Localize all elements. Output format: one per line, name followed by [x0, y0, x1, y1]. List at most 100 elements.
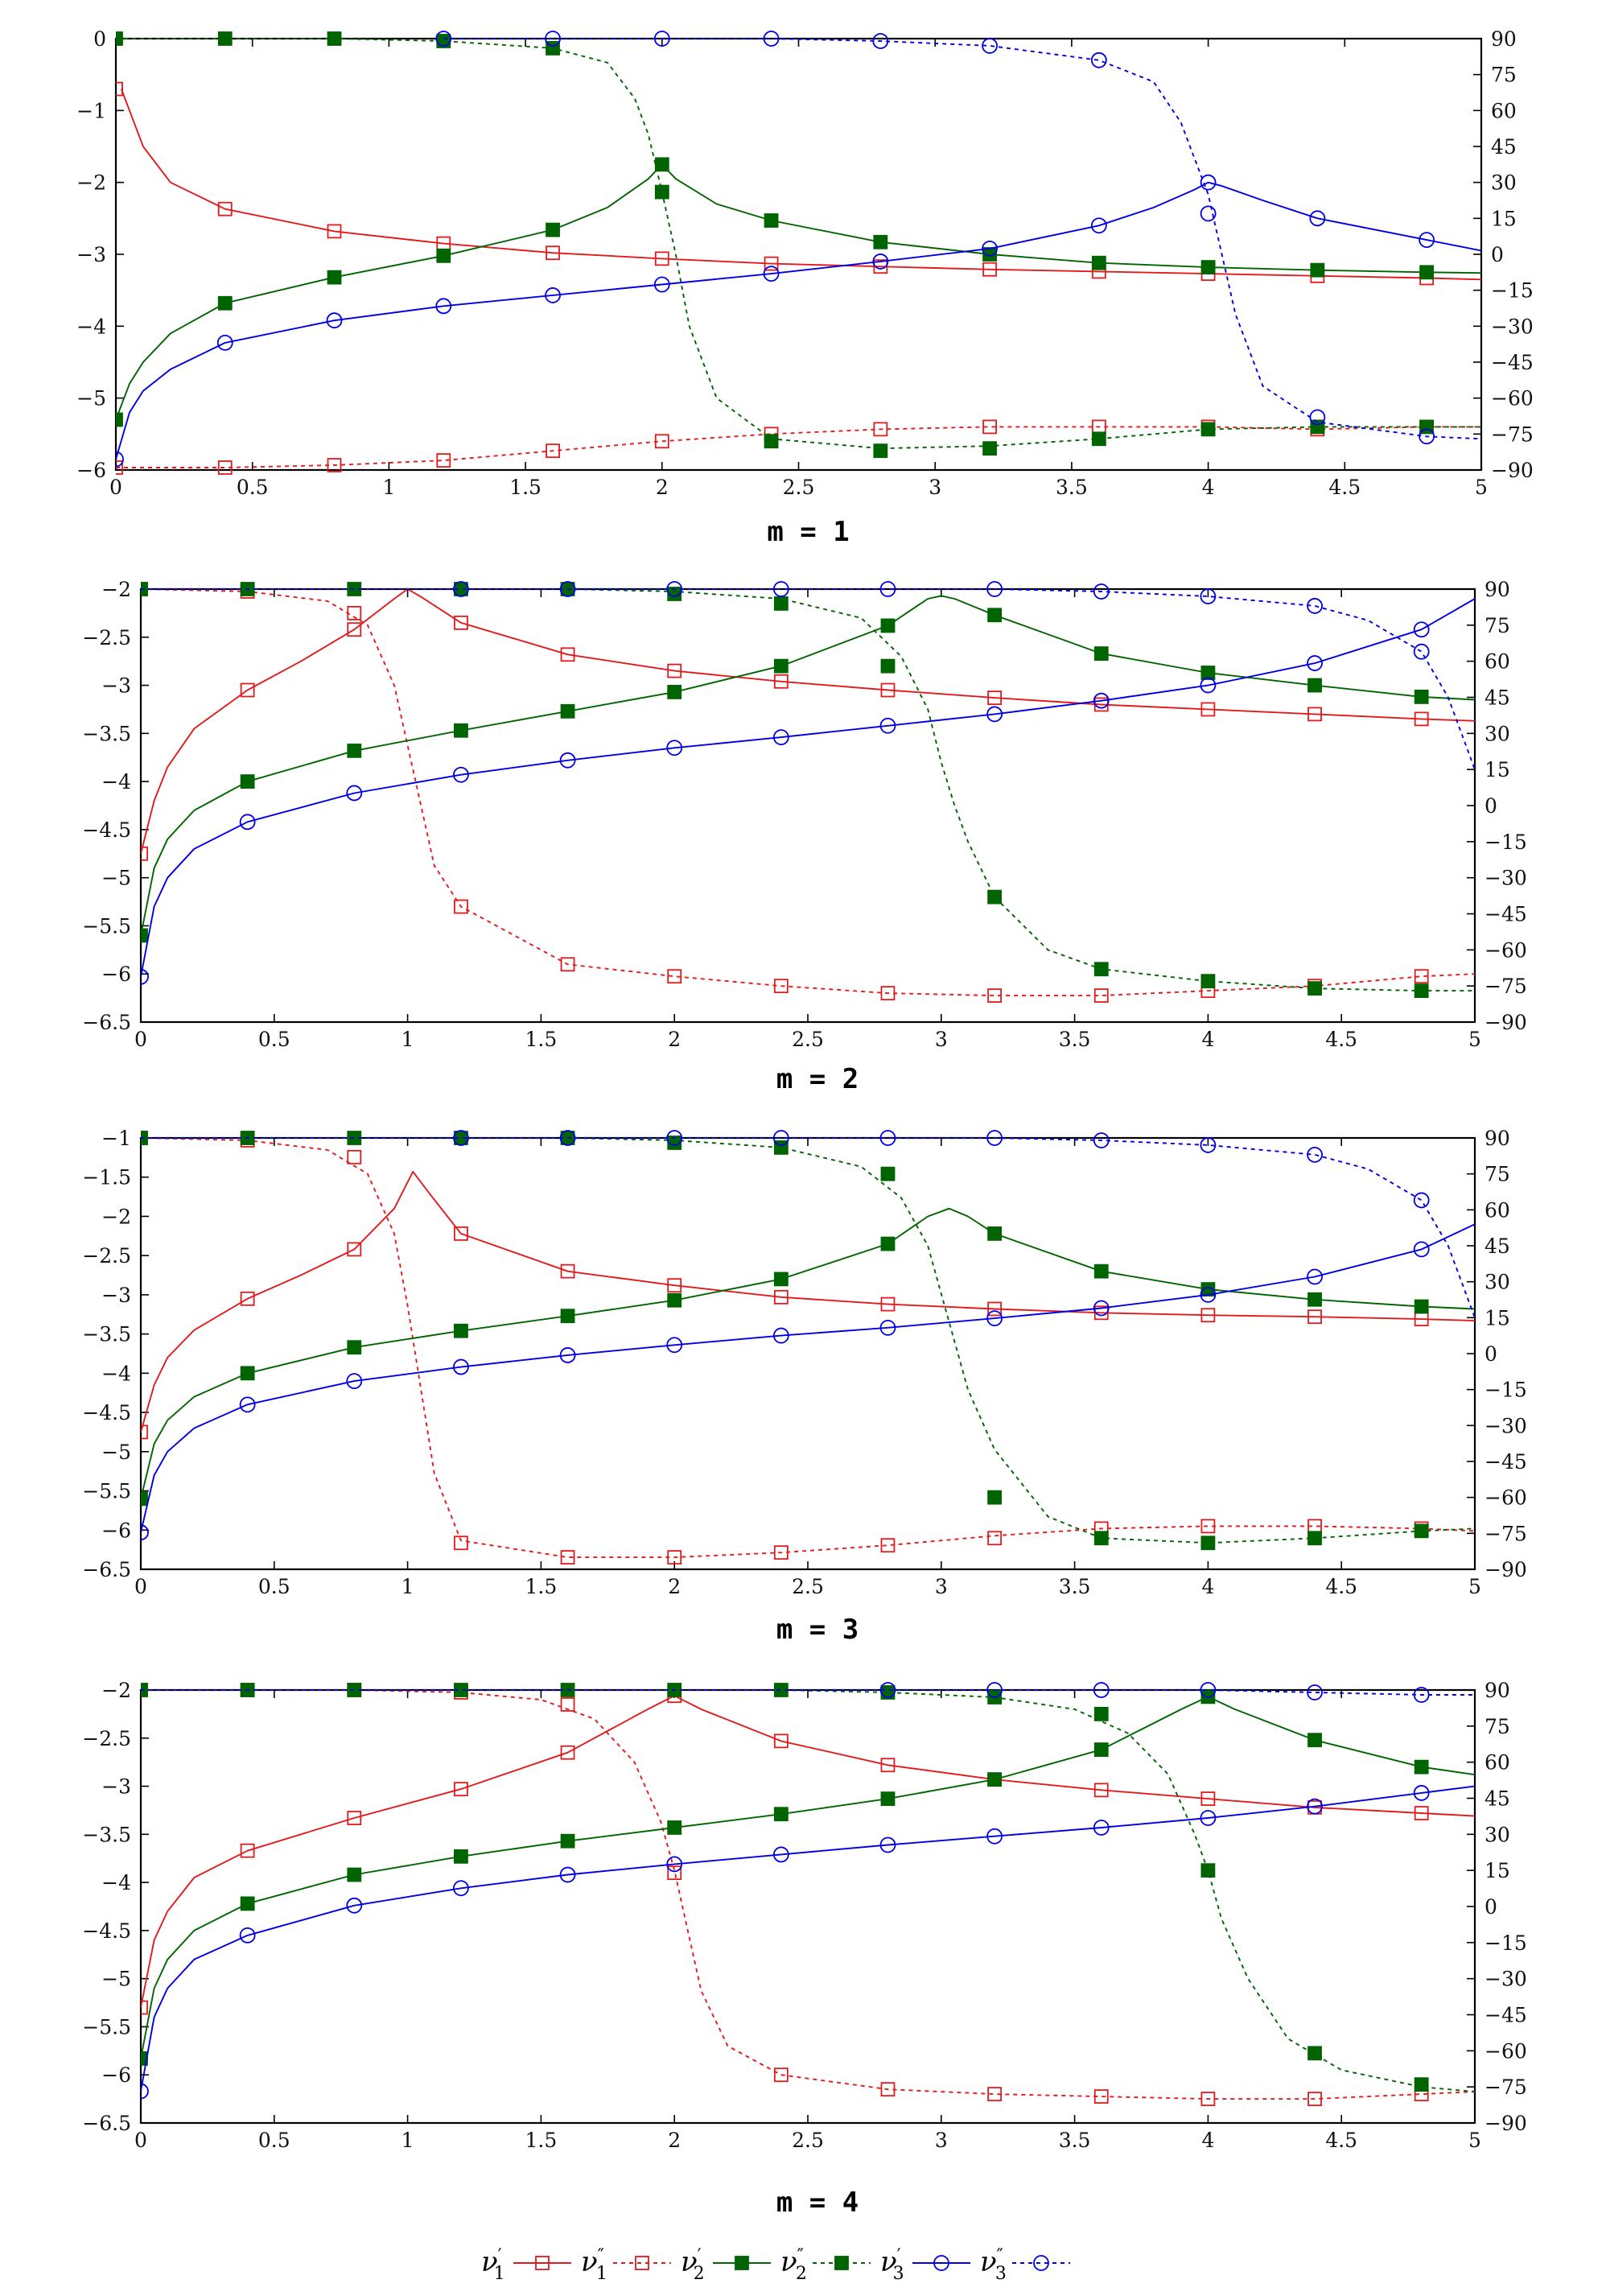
- data-point-s3: [764, 213, 779, 228]
- plot-frame: [139, 1688, 1476, 2125]
- data-point-s1: [327, 224, 342, 239]
- data-point-s1: [141, 1424, 148, 1440]
- data-point-s6: [666, 581, 683, 597]
- data-point-s6: [1200, 1682, 1217, 1698]
- y2-tick-label: 90: [1485, 1127, 1510, 1150]
- x-tick-label: 0: [134, 1028, 147, 1051]
- data-point-s4: [982, 441, 997, 456]
- data-point-s3: [987, 1226, 1003, 1241]
- y2-tick-label: −30: [1485, 1414, 1527, 1437]
- chart-panel-m3: 0 0.5 1 1.5 2 2.5 3 3.5 4 4.5 5 −1 −1.5 −2 −2.5 −3 −3.5 −…: [82, 1127, 1526, 1646]
- data-point-s3: [880, 618, 896, 633]
- data-point-s5: [216, 334, 233, 351]
- legend-sub: 3: [893, 2264, 904, 2284]
- data-point-s3: [667, 685, 682, 699]
- y-tick-label: −5: [76, 387, 106, 410]
- data-point-s2: [1307, 2092, 1322, 2107]
- series-line-2: [141, 588, 1475, 997]
- y2-tick-label: −60: [1485, 2039, 1527, 2063]
- y2-tick-label: −15: [1485, 1379, 1527, 1402]
- series-line-5: [141, 1785, 1475, 2092]
- y-tick-label: −3.5: [82, 722, 131, 745]
- y-tick-label: −5.5: [82, 1480, 131, 1503]
- data-point-s3: [1307, 678, 1322, 693]
- data-point-s3: [1093, 1742, 1109, 1758]
- y2-tick-label: 45: [1485, 1787, 1510, 1811]
- legend-label-1: ν′ 1: [481, 2246, 505, 2284]
- series-line-2: [116, 426, 1481, 468]
- data-point-s6: [1307, 1684, 1323, 1700]
- data-point-s6: [1413, 1687, 1430, 1703]
- series-line-5: [116, 181, 1481, 460]
- data-point-s5: [141, 2083, 149, 2100]
- series-line-6: [141, 588, 1475, 770]
- data-point-s1: [1200, 702, 1216, 717]
- y2-tick-label: −45: [1485, 1450, 1527, 1474]
- data-point-s5: [772, 1846, 789, 1863]
- data-point-s1: [240, 1291, 255, 1306]
- y2-tick-label: −30: [1485, 1968, 1527, 1991]
- data-point-s4: [773, 596, 789, 611]
- y-tick-label: −3.5: [82, 1823, 131, 1846]
- x-tick-label: 1.5: [525, 1028, 558, 1051]
- y2-tick-label: 75: [1491, 64, 1517, 87]
- data-point-s3: [546, 222, 560, 237]
- data-point-s1: [773, 674, 789, 689]
- data-point-s2: [880, 2082, 896, 2097]
- data-point-s4: [1093, 1706, 1109, 1721]
- data-point-s5: [1093, 692, 1110, 709]
- data-point-s4: [1414, 983, 1429, 999]
- data-point-s2: [347, 1149, 362, 1164]
- data-point-s1: [560, 1745, 575, 1760]
- y-tick-label: −6: [101, 2063, 131, 2087]
- legend-symbol: ν: [681, 2246, 698, 2278]
- y2-tick-label: −90: [1485, 2112, 1527, 2135]
- data-point-s3: [454, 1323, 468, 1338]
- data-point-s1: [1200, 1791, 1216, 1806]
- y2-tick-label: 45: [1485, 686, 1510, 710]
- data-point-s5: [986, 1828, 1003, 1845]
- data-point-s3: [1093, 646, 1109, 662]
- x-tick-label: 4: [1201, 1575, 1214, 1598]
- data-point-s3: [773, 1272, 789, 1287]
- x-tick-label: 3: [935, 1028, 948, 1051]
- data-point-s5: [453, 1358, 469, 1375]
- data-point-s1: [454, 1226, 468, 1241]
- x-tick-label: 2: [656, 476, 669, 499]
- data-point-s5: [1307, 655, 1323, 671]
- series-line-3: [116, 163, 1481, 420]
- legend-marker-5: [933, 2255, 949, 2271]
- data-point-s1: [560, 1263, 575, 1279]
- data-point-s6: [1200, 588, 1217, 604]
- x-tick-label: 2: [668, 2129, 681, 2152]
- data-point-s3: [240, 1896, 255, 1911]
- data-point-s1: [240, 1843, 255, 1858]
- data-point-s1: [347, 1242, 362, 1257]
- y2-tick-label: −45: [1491, 351, 1534, 374]
- data-point-s1: [560, 647, 575, 662]
- y2-tick-label: 15: [1491, 207, 1517, 230]
- data-point-s3: [454, 723, 468, 738]
- data-point-s2: [1093, 988, 1109, 1004]
- data-point-s5: [653, 276, 670, 293]
- data-point-s2: [773, 1545, 789, 1560]
- data-point-s1: [880, 682, 896, 698]
- x-tick-label: 0.5: [258, 2129, 290, 2152]
- data-point-s3: [1200, 260, 1216, 274]
- x-tick-label: 5: [1468, 2129, 1481, 2152]
- data-point-s4: [1200, 1535, 1216, 1551]
- data-point-s5: [772, 729, 789, 746]
- data-point-s3: [116, 412, 123, 427]
- data-point-s1: [982, 262, 997, 277]
- x-tick-label: 2: [668, 1028, 681, 1051]
- data-point-s1: [873, 259, 888, 274]
- y-tick-label: −2.5: [82, 1727, 131, 1750]
- data-point-s6: [1413, 1192, 1430, 1209]
- data-point-s4: [880, 658, 896, 674]
- data-point-s3: [436, 248, 451, 263]
- data-point-s1: [1307, 1309, 1322, 1325]
- data-point-s3: [240, 1366, 255, 1381]
- x-tick-label: 2.5: [783, 476, 815, 499]
- y-tick-label: −6: [101, 963, 131, 986]
- y2-tick-label: 0: [1485, 1342, 1497, 1366]
